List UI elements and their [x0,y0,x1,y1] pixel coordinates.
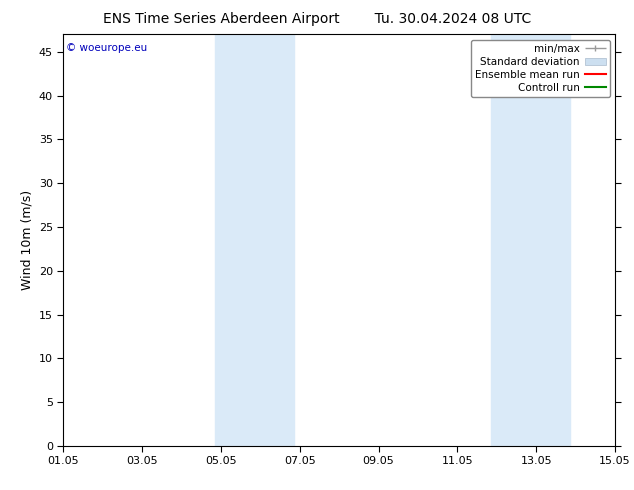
Text: © woeurope.eu: © woeurope.eu [66,43,148,52]
Text: ENS Time Series Aberdeen Airport        Tu. 30.04.2024 08 UTC: ENS Time Series Aberdeen Airport Tu. 30.… [103,12,531,26]
Legend: min/max, Standard deviation, Ensemble mean run, Controll run: min/max, Standard deviation, Ensemble me… [470,40,610,97]
Y-axis label: Wind 10m (m/s): Wind 10m (m/s) [20,190,34,290]
Bar [491,34,570,446]
Bar [215,34,294,446]
